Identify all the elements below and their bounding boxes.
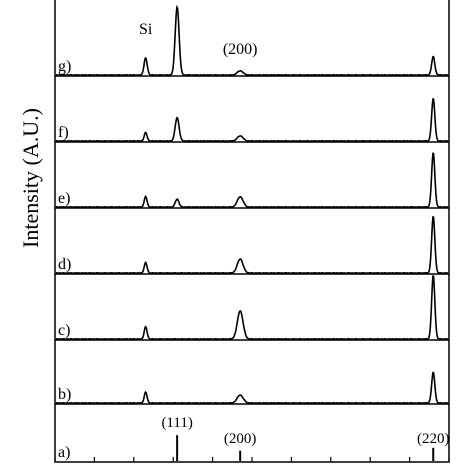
y-axis-label: Intensity (A.U.) (18, 108, 43, 248)
panel-label: e) (58, 190, 70, 207)
plot-frame (54, 0, 450, 463)
peak-annotation: (200) (224, 431, 257, 447)
panel-label: c) (58, 322, 70, 339)
diffraction-trace-g (56, 4, 449, 77)
peak-annotation: (200) (223, 41, 258, 58)
diffraction-trace-f (56, 98, 449, 143)
panel-label: a) (58, 444, 70, 461)
diffraction-trace-d (56, 216, 449, 275)
trace-group (56, 4, 449, 461)
panel-label: d) (58, 256, 71, 273)
label-group: g) f) e) d) c) b) a) Si (200) (111) (200) (220) (58, 21, 449, 461)
panel-label: b) (58, 386, 71, 403)
peak-annotation: (220) (417, 431, 450, 447)
peak-annotation: Si (139, 21, 153, 38)
peak-annotation: (111) (161, 415, 192, 431)
panel-label: g) (58, 58, 71, 75)
diffraction-trace-c (56, 275, 449, 341)
plot-border (54, 0, 450, 463)
diffraction-trace-e (56, 152, 449, 209)
panel-label: f) (58, 124, 69, 141)
diffraction-trace-b (56, 371, 449, 405)
